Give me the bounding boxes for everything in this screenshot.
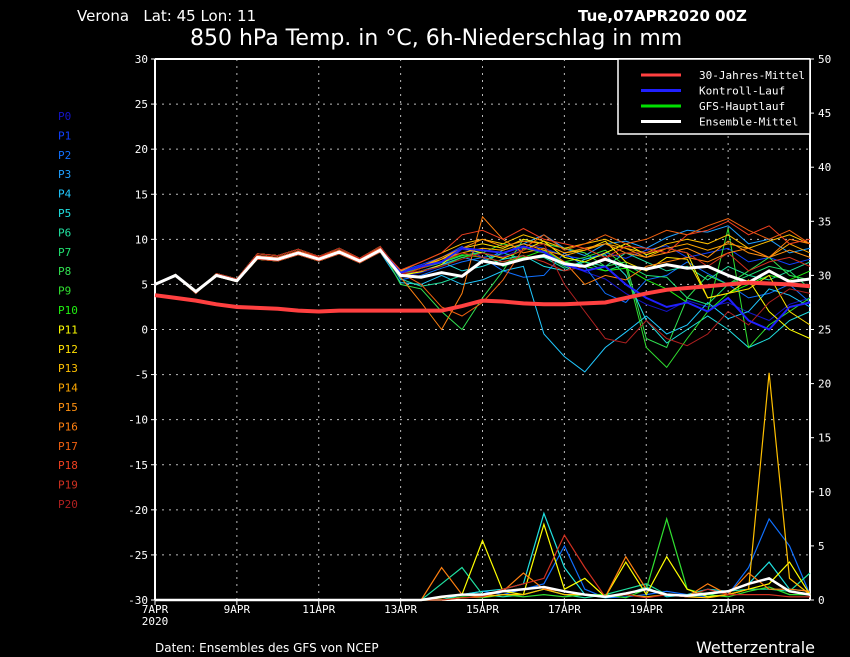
left-tick-label: 5	[141, 278, 148, 291]
legend-label: Ensemble-Mittel	[699, 116, 798, 129]
member-label-p8: P8	[58, 265, 71, 278]
axes: 302520151050-5-10-15-20-25-3050454035302…	[128, 53, 831, 628]
member-label-p10: P10	[58, 304, 78, 317]
left-tick-label: -5	[135, 369, 148, 382]
x-tick-label: 9APR	[224, 603, 251, 616]
precipitation-series	[155, 372, 811, 602]
precip-line-ensemble-mean	[155, 577, 811, 602]
left-tick-label: -30	[128, 594, 148, 607]
x-tick-label: 11APR	[302, 603, 335, 616]
member-line-p18	[154, 220, 811, 292]
member-line-p20	[154, 243, 811, 347]
member-label-p2: P2	[58, 149, 71, 162]
member-label-p14: P14	[58, 382, 78, 395]
left-tick-label: 10	[135, 233, 148, 246]
left-tick-label: 30	[135, 53, 148, 66]
member-label-p0: P0	[58, 110, 71, 123]
x-tick-label: 7APR	[142, 603, 169, 616]
right-tick-label: 20	[818, 378, 831, 391]
right-tick-label: 45	[818, 107, 831, 120]
member-line-p19	[154, 247, 811, 294]
right-tick-label: 25	[818, 324, 831, 337]
legend: 30-Jahres-Mittel Kontroll-Lauf GFS-Hauptla…	[617, 58, 811, 135]
precip-line-p9	[155, 516, 810, 601]
right-tick-label: 10	[818, 486, 831, 499]
main-series	[154, 245, 811, 331]
x-tick-year: 2020	[142, 615, 169, 628]
member-label-p13: P13	[58, 362, 78, 375]
legend-label: GFS-Hauptlauf	[699, 100, 785, 113]
left-tick-label: -25	[128, 549, 148, 562]
member-series	[154, 215, 811, 373]
member-label-p6: P6	[58, 226, 71, 239]
left-tick-label: 20	[135, 143, 148, 156]
right-tick-label: 30	[818, 269, 831, 282]
x-tick-label: 17APR	[548, 603, 581, 616]
legend-label: Kontroll-Lauf	[699, 85, 785, 98]
legend-label: 30-Jahres-Mittel	[699, 69, 805, 82]
member-label-p1: P1	[58, 129, 71, 142]
climate-mean-line	[154, 280, 811, 314]
x-tick-label: 21APR	[712, 603, 745, 616]
member-label-p16: P16	[58, 420, 78, 433]
member-line-p15	[154, 238, 811, 292]
member-label-p5: P5	[58, 207, 71, 220]
run-time-label: Tue,07APR2020 00Z	[578, 7, 747, 25]
right-tick-label: 15	[818, 432, 831, 445]
member-label-p11: P11	[58, 323, 78, 336]
member-label-p12: P12	[58, 343, 78, 356]
precip-line-p2	[155, 517, 811, 601]
left-tick-label: -10	[128, 414, 148, 427]
chart-title: 850 hPa Temp. in °C, 6h-Niederschlag in …	[190, 26, 682, 51]
member-label-p7: P7	[58, 246, 71, 259]
member-label-p19: P19	[58, 479, 78, 492]
right-tick-label: 40	[818, 161, 831, 174]
member-label-p3: P3	[58, 168, 71, 181]
right-tick-label: 35	[818, 215, 831, 228]
precip-line-p19	[155, 533, 810, 601]
left-tick-label: -15	[128, 459, 148, 472]
location-label: Verona Lat: 45 Lon: 11	[77, 7, 256, 25]
member-label-p9: P9	[58, 285, 71, 298]
member-label-p4: P4	[58, 188, 72, 201]
right-tick-label: 5	[818, 540, 825, 553]
x-tick-label: 15APR	[466, 603, 499, 616]
x-tick-label: 19APR	[630, 603, 663, 616]
member-label-p17: P17	[58, 440, 78, 453]
member-label-p15: P15	[58, 401, 78, 414]
left-tick-label: 25	[135, 98, 148, 111]
brand-label: Wetterzentrale	[696, 638, 815, 657]
left-tick-label: -20	[128, 504, 148, 517]
data-source-label: Daten: Ensembles des GFS von NCEP	[155, 641, 379, 655]
member-labels: P0 P1 P2 P3 P4 P5 P6 P7 P8 P9 P10 P11 P12 P13 P14 P15 P1…	[58, 110, 78, 511]
left-tick-label: 15	[135, 188, 148, 201]
right-tick-label: 50	[818, 53, 831, 66]
member-label-p20: P20	[58, 498, 78, 511]
x-tick-label: 13APR	[384, 603, 417, 616]
ensemble-mean-line	[154, 248, 811, 294]
member-label-p18: P18	[58, 459, 78, 472]
left-tick-label: 0	[141, 324, 148, 337]
right-tick-label: 0	[818, 594, 825, 607]
